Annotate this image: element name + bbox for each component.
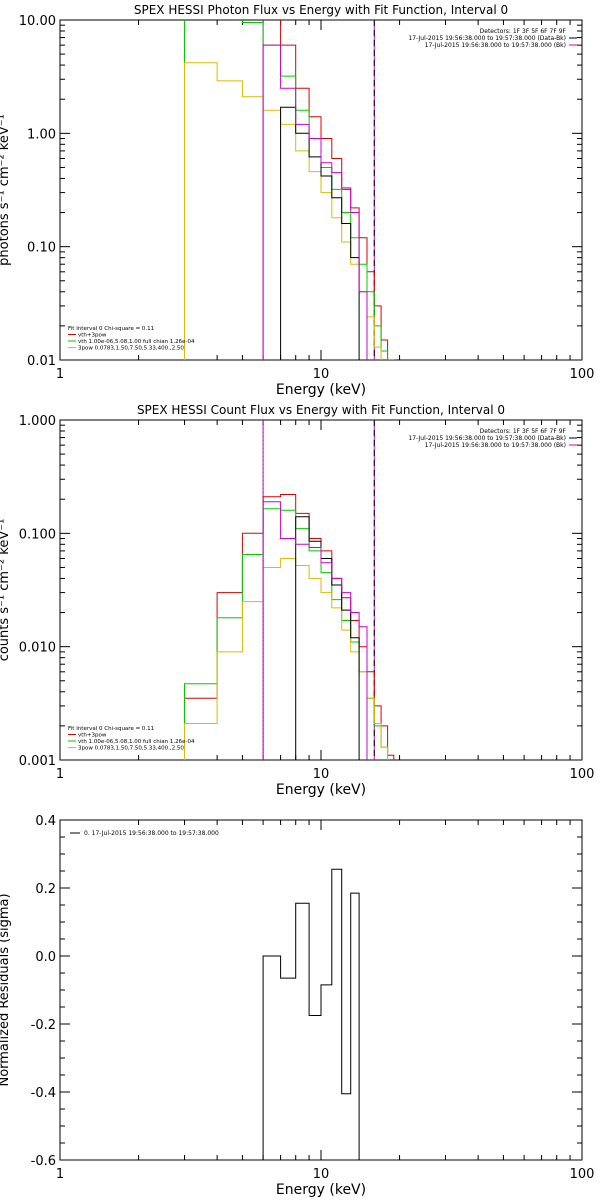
series-line-5 [262,501,368,760]
x-axis-ticks [59,820,571,1160]
legend-entry: Fit Interval 0 Chi-square = 0.11 [68,726,154,732]
y-tick-label: 0.10 [27,241,56,256]
legend-entry: 17-Jul-2015 19:56:38.000 to 19:57:38.000… [425,442,566,449]
chart-panel-2: SPEX HESSI Count Flux vs Energy with Fit… [0,403,595,798]
legend-entry: vth 1.00e-06,5.08,1.00 full chian 1.26e-… [78,739,195,745]
y-axis-label: photons s⁻¹ cm⁻² keV⁻¹ [0,114,12,266]
y-axis-ticks [60,819,582,1161]
y-tick-label: 1.000 [19,414,56,429]
legend-entry: vth 1.00e-06,5.08,1.00 full chian 1.26e-… [78,339,195,345]
y-tick-label: 0.2 [35,882,56,897]
legend-entry: Fit Interval 0 Chi-square = 0.11 [68,326,154,332]
y-axis-ticks [60,19,582,361]
legend: Detectors: 1F 3F 5F 6F 7F 9F17-Jul-2015 … [68,428,577,752]
y-axis-ticks [60,419,582,761]
x-tick-label: 100 [570,1167,595,1182]
series-line-5 [262,44,368,360]
series-group [184,494,395,760]
y-tick-label: 0.01 [27,354,56,369]
x-axis-ticks [59,420,571,760]
series-group [262,868,360,1160]
x-tick-label: 1 [56,1167,64,1182]
y-axis-label: counts s⁻¹ cm⁻² keV⁻¹ [0,519,12,662]
legend-entry: vth+3pow [78,333,107,339]
y-tick-label: 0.010 [19,641,56,656]
chart-panel-3: 1 10 100 Energy (keV) -0.6 -0.4 -0.2 0.0 0.2 0.4 N… [0,814,594,1198]
y-tick-label: 0.4 [35,814,56,829]
x-axis-label: Energy (keV) [276,382,366,398]
series-line-2 [184,20,389,360]
legend-entry: 17-Jul-2015 19:56:38.000 to 19:57:38.000… [408,435,566,442]
legend: Detectors: 1F 3F 5F 6F 7F 9F17-Jul-2015 … [68,28,577,352]
x-tick-label: 1 [56,367,64,382]
y-tick-label: -0.2 [31,1018,56,1033]
series-line-1 [262,868,360,1160]
legend-entry: vth+3pow [78,733,107,739]
series-line-3 [184,558,389,760]
x-axis-label: Energy (keV) [276,1182,366,1198]
legend-entry: 3pow 0.0783,1.50,7.50,5.33,400.,2.50 [78,746,184,752]
y-axis-label: Normalized Residuals (sigma) [0,893,12,1086]
legend-entry: Detectors: 1F 3F 5F 6F 7F 9F [480,428,567,435]
y-tick-label: 10.00 [19,14,56,29]
y-tick-label: 0.0 [35,950,56,965]
y-tick-label: 0.100 [19,527,56,542]
x-tick-label: 10 [313,767,330,782]
legend-entry: 0. 17-Jul-2015 19:56:38.000 to 19:57:38.… [84,830,219,837]
x-tick-label: 100 [570,767,595,782]
x-tick-label: 100 [570,367,595,382]
legend-entry: 17-Jul-2015 19:56:38.000 to 19:57:38.000… [408,35,566,42]
x-tick-label: 10 [313,367,330,382]
x-axis-ticks [59,20,571,360]
chart-panel-1: SPEX HESSI Photon Flux vs Energy with Fi… [0,3,595,398]
legend-entry: 3pow 0.0783,1.50,7.50,5.33,400.,2.50 [78,346,184,352]
x-tick-label: 1 [56,767,64,782]
series-line-4 [280,106,360,360]
x-axis-label: Energy (keV) [276,782,366,798]
legend-entry: Detectors: 1F 3F 5F 6F 7F 9F [480,28,567,35]
legend: 0. 17-Jul-2015 19:56:38.000 to 19:57:38.… [70,830,219,837]
y-tick-label: 1.00 [27,127,56,142]
series-group [184,20,395,360]
y-tick-label: -0.6 [31,1154,56,1169]
series-line-3 [184,62,382,360]
chart-title: SPEX HESSI Photon Flux vs Energy with Fi… [134,3,508,17]
y-tick-label: -0.4 [31,1086,56,1101]
x-tick-label: 10 [313,1167,330,1182]
y-tick-label: 0.001 [19,754,56,769]
legend-entry: 17-Jul-2015 19:56:38.000 to 19:57:38.000… [425,42,566,49]
chart-title: SPEX HESSI Count Flux vs Energy with Fit… [137,403,505,417]
